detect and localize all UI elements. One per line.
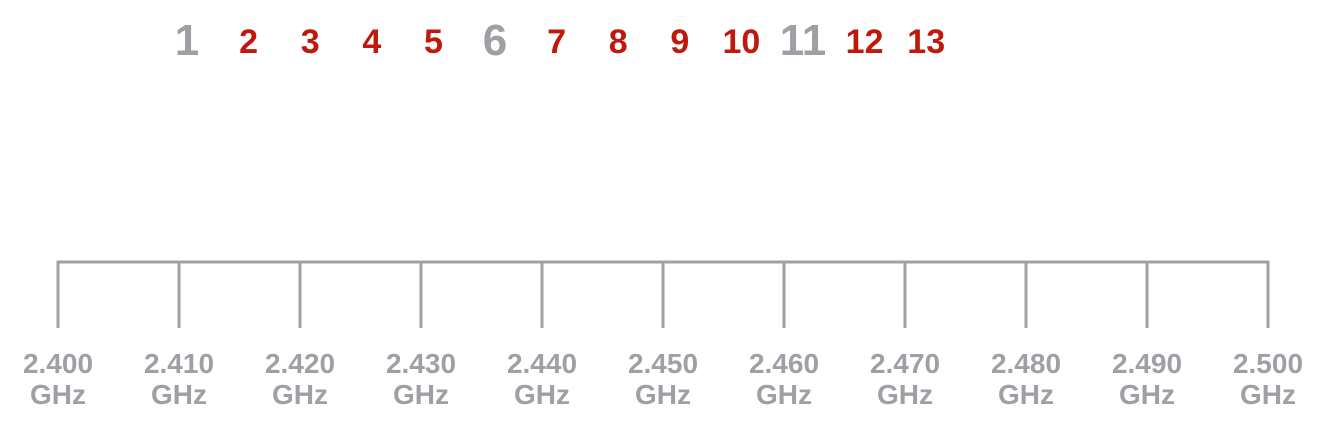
- frequency-value: 2.450: [628, 348, 698, 379]
- channel-number: 10: [722, 23, 760, 61]
- frequency-unit: GHz: [877, 379, 933, 410]
- channel-number-nonoverlapping: 1: [175, 16, 199, 65]
- frequency-value: 2.410: [144, 348, 214, 379]
- frequency-unit: GHz: [514, 379, 570, 410]
- channel-number: 13: [907, 23, 945, 61]
- frequency-value: 2.500: [1233, 348, 1303, 379]
- frequency-label: 2.470 GHz: [870, 348, 940, 410]
- frequency-unit: GHz: [998, 379, 1054, 410]
- frequency-label: 2.410 GHz: [144, 348, 214, 410]
- channel-number: 3: [301, 23, 320, 61]
- frequency-unit: GHz: [393, 379, 449, 410]
- channel-number: 12: [846, 23, 884, 61]
- frequency-value: 2.400: [23, 348, 93, 379]
- frequency-axis: [56, 260, 1270, 328]
- frequency-unit: GHz: [272, 379, 328, 410]
- frequency-label: 2.430 GHz: [386, 348, 456, 410]
- frequency-label: 2.440 GHz: [507, 348, 577, 410]
- frequency-unit: GHz: [635, 379, 691, 410]
- channel-number: 7: [547, 23, 566, 61]
- channel-number-row: 1 2 3 4 5 6 7 8 9 10 11 12 13: [175, 16, 945, 65]
- channel-number: 4: [362, 23, 381, 61]
- channel-number: 9: [670, 23, 689, 61]
- frequency-label: 2.420 GHz: [265, 348, 335, 410]
- frequency-label: 2.460 GHz: [749, 348, 819, 410]
- frequency-unit: GHz: [151, 379, 207, 410]
- channel-number: 2: [239, 23, 258, 61]
- frequency-label: 2.480 GHz: [991, 348, 1061, 410]
- frequency-value: 2.430: [386, 348, 456, 379]
- frequency-unit: GHz: [30, 379, 86, 410]
- channel-number-nonoverlapping: 11: [780, 16, 827, 65]
- channel-number-nonoverlapping: 6: [483, 16, 507, 65]
- frequency-value: 2.460: [749, 348, 819, 379]
- frequency-unit: GHz: [1119, 379, 1175, 410]
- frequency-value: 2.480: [991, 348, 1061, 379]
- frequency-value: 2.470: [870, 348, 940, 379]
- frequency-label: 2.400 GHz: [23, 348, 93, 410]
- frequency-value: 2.420: [265, 348, 335, 379]
- frequency-value: 2.440: [507, 348, 577, 379]
- frequency-unit: GHz: [756, 379, 812, 410]
- frequency-label: 2.450 GHz: [628, 348, 698, 410]
- frequency-unit: GHz: [1240, 379, 1296, 410]
- channel-number: 8: [609, 23, 628, 61]
- frequency-label: 2.490 GHz: [1112, 348, 1182, 410]
- frequency-label: 2.500 GHz: [1233, 348, 1303, 410]
- channel-number: 5: [424, 23, 443, 61]
- frequency-value: 2.490: [1112, 348, 1182, 379]
